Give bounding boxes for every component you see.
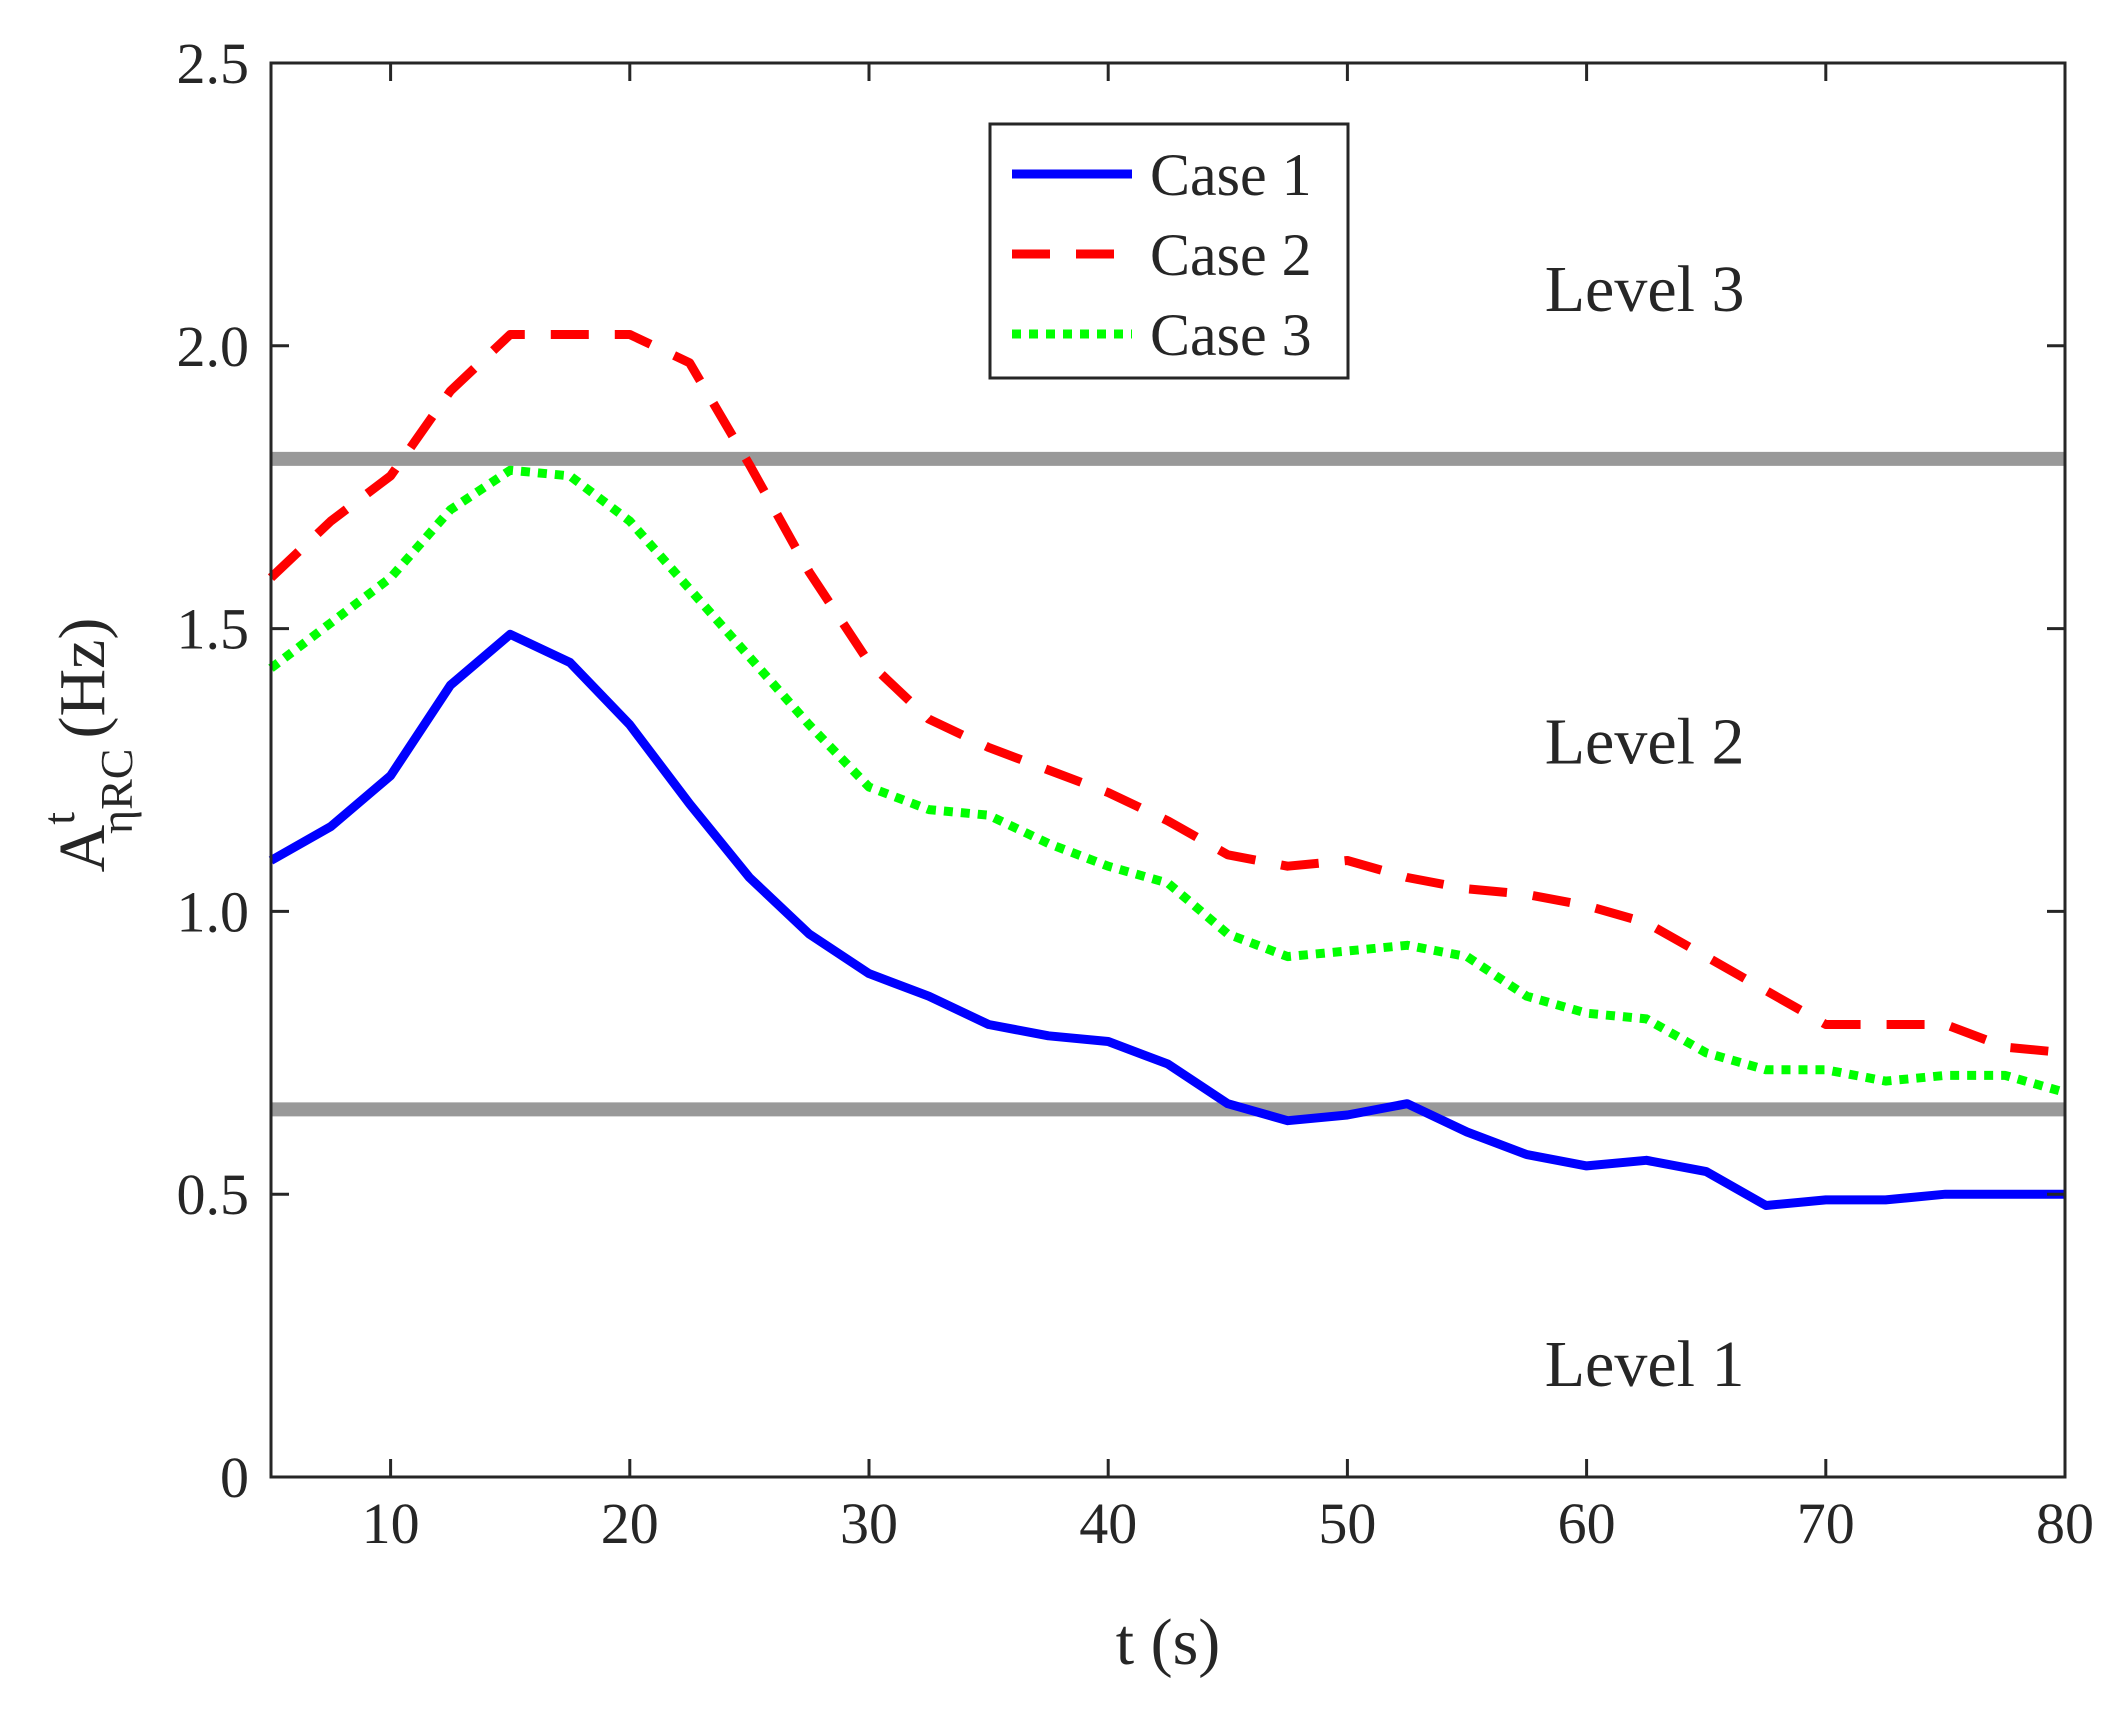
tick-labels: 10 20 30 40 50 60 70 80 0 0.5 1.0 1.5 2.0 2.5: [177, 31, 2095, 1556]
level-label: Level 2: [1545, 706, 1745, 779]
x-tick-label: 70: [1797, 1491, 1855, 1556]
series-line-case-3: [268, 465, 2067, 1097]
y-tick-label: 2.5: [177, 31, 250, 96]
x-tick-label: 60: [1558, 1491, 1616, 1556]
x-tick-label: 20: [601, 1491, 659, 1556]
series-lines: [267, 330, 2067, 1210]
y-tick-label: 1.5: [177, 597, 250, 662]
y-axis-title-main: A: [46, 824, 119, 872]
legend-label-case-1: Case 1: [1150, 142, 1312, 208]
legend-label-case-3: Case 3: [1150, 302, 1312, 368]
legend-label-case-2: Case 2: [1150, 222, 1312, 288]
legend: Case 1 Case 2 Case 3: [988, 122, 1350, 380]
level-label: Level 3: [1545, 253, 1745, 326]
y-axis-title-subscript: ηRC: [91, 749, 142, 834]
tick-marks: [271, 61, 2067, 1479]
y-tick-label: 2.0: [177, 314, 250, 379]
x-tick-label: 50: [1318, 1491, 1376, 1556]
y-axis-title-superscript: t: [33, 812, 84, 825]
x-tick-label: 40: [1079, 1491, 1137, 1556]
series-line-case-2: [267, 330, 2066, 1058]
level-labels: Level 3 Level 2 Level 1: [1545, 253, 1745, 1401]
x-axis-title: t (s): [1116, 1606, 1220, 1679]
x-tick-label: 10: [362, 1491, 420, 1556]
y-axis-title: At ηRC (Hz): [33, 618, 142, 873]
y-tick-label: 0.5: [177, 1162, 250, 1227]
y-tick-label: 0: [220, 1445, 249, 1510]
plot-frame: [269, 61, 2067, 1479]
axes: [269, 61, 2067, 1479]
level-label: Level 1: [1545, 1328, 1745, 1401]
threshold-lines: [271, 451, 2065, 1117]
x-tick-label: 80: [2036, 1491, 2094, 1556]
series-line-case-1: [268, 629, 2065, 1210]
y-tick-label: 1.0: [177, 879, 250, 944]
x-tick-label: 30: [840, 1491, 898, 1556]
y-axis-title-unit: (Hz): [46, 618, 119, 739]
